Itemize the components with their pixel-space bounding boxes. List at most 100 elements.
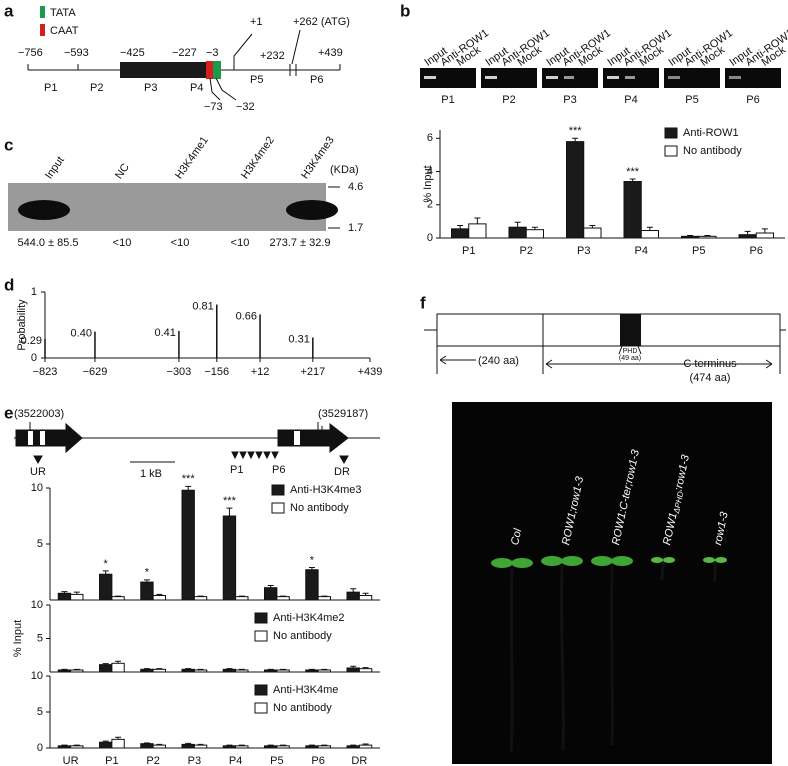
bar (276, 596, 290, 601)
bar (222, 745, 237, 749)
p3-region (120, 62, 206, 78)
error-bar (280, 744, 287, 746)
bar (468, 223, 487, 239)
significance: * (310, 554, 315, 566)
region-label: P3 (144, 82, 157, 94)
error-bar (362, 592, 369, 596)
quantity: <10 (231, 237, 250, 249)
bar (451, 228, 470, 239)
error-bar (589, 225, 596, 229)
quantity: 273.7 ± 32.9 (269, 237, 330, 249)
gel-band (564, 76, 574, 79)
value-label: 0.40 (71, 328, 92, 340)
sample-label: P4 (624, 94, 637, 106)
panel-label: b (400, 1, 410, 20)
bar (566, 141, 585, 239)
error-bar (197, 668, 204, 670)
bar (305, 745, 319, 749)
x-tick-label: P1 (105, 755, 118, 766)
x-tick-label: UR (63, 755, 79, 766)
y-tick-label: 10 (31, 599, 43, 611)
y-tick-label: 0 (427, 232, 433, 244)
error-bar (687, 235, 694, 237)
error-bar (226, 507, 233, 516)
x-tick-label: P1 (462, 245, 475, 257)
quantity: <10 (113, 237, 132, 249)
error-bar (761, 228, 768, 234)
tata-box (213, 61, 221, 79)
x-tick-label: P5 (692, 245, 705, 257)
sample-label: P1 (441, 94, 454, 106)
bar (181, 668, 195, 673)
bar (264, 745, 278, 749)
error-bar (102, 663, 109, 665)
x-tick-label: P5 (270, 755, 283, 766)
significance: *** (182, 473, 196, 485)
legend-label: Anti-H3K4me (273, 684, 338, 696)
bar (181, 489, 195, 601)
bar (358, 744, 373, 749)
y-axis-label: Probability (16, 299, 28, 351)
bar (222, 668, 237, 673)
bar (623, 181, 642, 239)
promoter-map: TATA CAAT −756 −593 −425 −227 −3 +1 +262… (18, 6, 350, 113)
significance: *** (569, 125, 583, 137)
bar (111, 662, 125, 673)
bar (508, 226, 527, 239)
error-bar (226, 744, 233, 746)
y-tick-label: 0 (37, 742, 43, 754)
error-bar (115, 595, 122, 597)
gel-band (546, 76, 558, 79)
error-bar (156, 593, 163, 596)
sample-label: P3 (563, 94, 576, 106)
bar (264, 587, 278, 601)
position: −593 (64, 47, 89, 59)
bar (525, 229, 544, 239)
bar (140, 581, 154, 601)
y-axis-label: % Input (12, 620, 24, 657)
position: −73 (204, 101, 223, 113)
bar (305, 569, 319, 601)
bar (99, 664, 113, 673)
legend-label: No antibody (290, 502, 349, 514)
bar (583, 227, 602, 239)
legend-swatch (254, 630, 268, 642)
x-tick-label: DR (351, 755, 367, 766)
gel-band (424, 76, 436, 79)
significance: *** (223, 495, 237, 507)
error-bar (474, 217, 481, 224)
significance: * (104, 558, 109, 570)
legend-label: No antibody (273, 702, 332, 714)
legend-swatch (664, 127, 678, 139)
legend-label: Anti-ROW1 (683, 127, 739, 139)
bar (57, 592, 72, 601)
error-bar (362, 667, 369, 669)
gel-band (625, 76, 635, 79)
bar (317, 745, 331, 749)
error-bar (321, 744, 328, 746)
bar (235, 596, 249, 601)
error-bar (226, 668, 233, 670)
bar (346, 591, 360, 601)
legend-swatch (664, 145, 678, 157)
bar (235, 745, 249, 749)
bar (57, 745, 72, 749)
error-bar (267, 744, 274, 746)
error-bar (115, 736, 122, 740)
region-label: P1 (44, 82, 57, 94)
y-tick-label: 6 (427, 132, 433, 144)
bar (140, 668, 154, 673)
gel-lane (725, 68, 781, 88)
x-tick-label: −823 (33, 366, 58, 378)
map-label: 1 kB (140, 468, 162, 480)
tata-swatch (40, 6, 45, 18)
bar (305, 669, 319, 673)
y-tick-label: 1 (31, 286, 37, 298)
error-bar (308, 668, 315, 670)
bar (57, 669, 72, 673)
domain-label: (49 aa) (619, 355, 641, 362)
bar (140, 743, 154, 749)
bar (193, 596, 208, 601)
error-bar (115, 660, 122, 664)
